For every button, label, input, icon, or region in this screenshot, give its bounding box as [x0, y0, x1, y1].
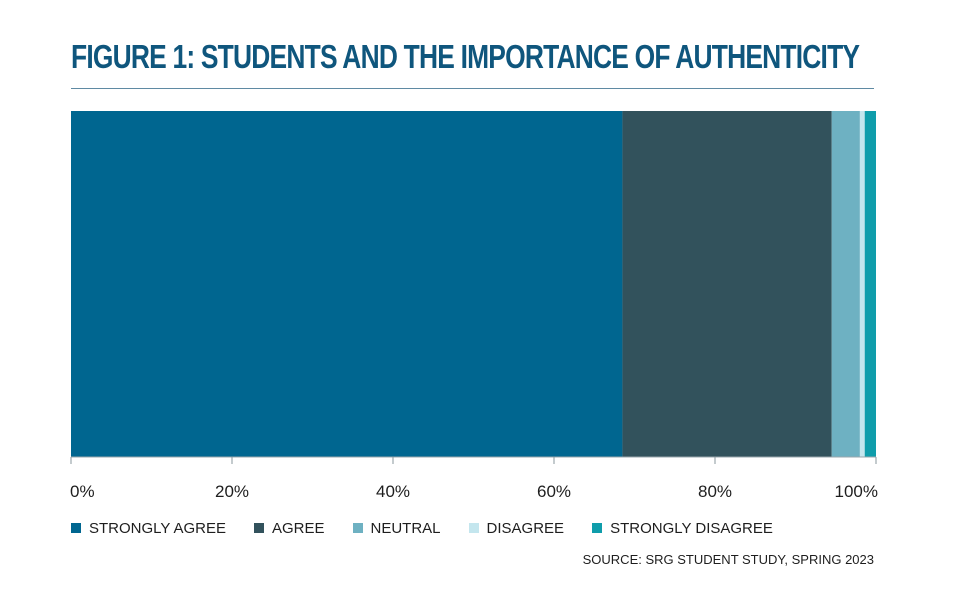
legend: STRONGLY AGREE AGREE NEUTRAL DISAGREE STRONG…	[71, 518, 801, 538]
legend-item: DISAGREE	[468, 519, 565, 537]
legend-item: STRONGLY DISAGREE	[592, 520, 773, 537]
bar-segment-strongly-agree	[71, 111, 623, 457]
x-tick-label: 40%	[376, 482, 410, 501]
x-axis-ticks: 0% 20% 40% 60% 80% 100%	[70, 457, 878, 501]
legend-swatch	[254, 523, 264, 533]
legend-item: AGREE	[254, 520, 325, 537]
bar-segments	[71, 111, 876, 457]
legend-item: STRONGLY AGREE	[71, 520, 226, 537]
legend-swatch	[71, 523, 81, 533]
x-tick-label: 100%	[835, 482, 878, 501]
legend-label: STRONGLY AGREE	[89, 519, 226, 537]
bar-segment-agree	[622, 111, 832, 457]
x-tick-label: 60%	[537, 482, 571, 501]
x-tick-label: 80%	[698, 482, 732, 501]
legend-label: AGREE	[272, 519, 325, 537]
x-tick-label: 0%	[70, 482, 95, 501]
stacked-bar-chart: 0% 20% 40% 60% 80% 100%	[70, 111, 878, 501]
x-tick-label: 20%	[215, 482, 249, 501]
legend-item: NEUTRAL	[352, 519, 441, 537]
legend-label: NEUTRAL	[370, 519, 441, 537]
legend-label: DISAGREE	[486, 519, 565, 537]
bar-segment-strongly-disagree	[864, 111, 876, 457]
legend-label: STRONGLY DISAGREE	[610, 519, 773, 537]
legend-swatch	[352, 523, 363, 533]
title-divider	[71, 88, 874, 89]
legend-swatch	[468, 523, 479, 533]
bar-segment-neutral	[831, 111, 860, 457]
legend-swatch	[592, 523, 603, 533]
bar-segment-disagree	[859, 111, 865, 457]
chart-title: FIGURE 1: STUDENTS AND THE IMPORTANCE OF…	[71, 38, 860, 75]
source-note: SOURCE: SRG STUDENT STUDY, SPRING 2023	[582, 552, 874, 567]
